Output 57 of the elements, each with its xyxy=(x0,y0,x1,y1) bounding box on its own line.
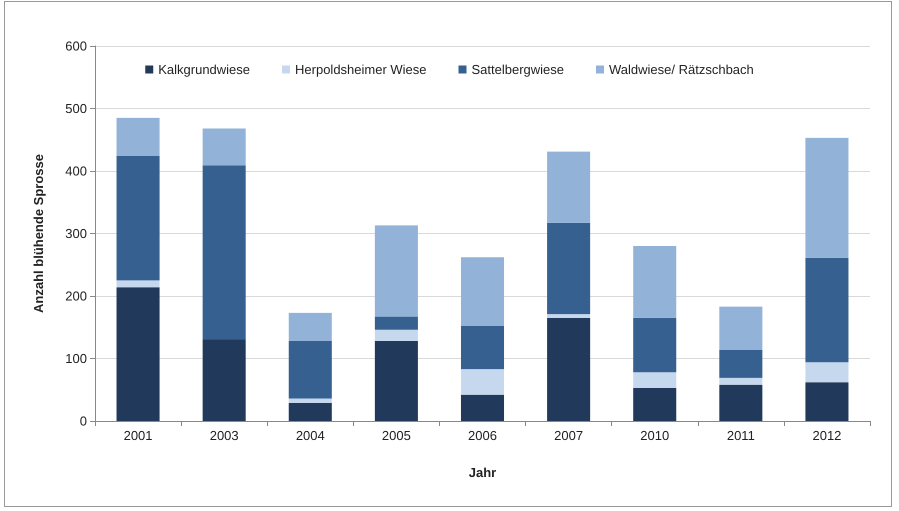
bar xyxy=(374,316,418,330)
x-tick-label: 2011 xyxy=(726,428,755,443)
legend-label: Sattelbergwiese xyxy=(472,62,564,77)
x-tick-label: 2006 xyxy=(468,428,497,443)
bar xyxy=(805,382,848,421)
bar xyxy=(633,388,676,421)
bar xyxy=(202,339,246,421)
bar xyxy=(116,118,160,156)
bar xyxy=(202,165,246,340)
bar xyxy=(547,318,590,421)
y-tick-label: 0 xyxy=(80,414,87,428)
bar xyxy=(460,369,504,395)
bar xyxy=(374,330,418,341)
bar xyxy=(547,222,590,314)
x-tick-label: 2001 xyxy=(124,428,153,443)
x-tick-label: 2003 xyxy=(210,428,239,443)
y-tick-label: 300 xyxy=(65,226,87,241)
bar xyxy=(805,258,848,362)
x-tick-label: 2005 xyxy=(382,428,411,443)
bar xyxy=(288,341,332,398)
bar xyxy=(633,246,676,318)
bar xyxy=(547,152,590,223)
bar xyxy=(116,280,160,288)
bar xyxy=(288,312,332,341)
bar xyxy=(633,318,676,372)
bar xyxy=(547,314,590,318)
bar xyxy=(460,394,504,421)
bar xyxy=(460,326,504,370)
y-axis-title: Anzahl blühende Sprosse xyxy=(31,154,46,313)
bar xyxy=(116,156,160,280)
bar xyxy=(719,350,762,378)
y-tick-label: 100 xyxy=(65,351,87,366)
y-tick-label: 500 xyxy=(65,101,87,116)
x-tick-label: 2007 xyxy=(554,428,584,443)
bar xyxy=(719,378,762,385)
x-tick-label: 2004 xyxy=(296,428,325,443)
legend-label: Waldwiese/ Rätzschbach xyxy=(609,62,754,77)
x-tick-label: 2010 xyxy=(640,428,670,443)
bar xyxy=(719,384,762,421)
y-tick-label: 600 xyxy=(65,38,87,54)
bar xyxy=(116,287,160,421)
bar xyxy=(805,362,848,382)
bar xyxy=(374,225,418,317)
bar xyxy=(288,398,332,403)
y-tick-label: 200 xyxy=(65,288,87,304)
bar xyxy=(374,341,418,421)
y-tick-label: 400 xyxy=(65,164,87,178)
bar xyxy=(633,372,676,388)
bar xyxy=(460,257,504,326)
bar xyxy=(805,138,848,258)
bar xyxy=(719,306,762,350)
x-tick-label: 2012 xyxy=(812,428,842,443)
bar xyxy=(288,402,332,421)
legend-label: Kalkgrundwiese xyxy=(158,62,250,77)
bar xyxy=(202,128,246,166)
x-axis-title: Jahr xyxy=(468,465,496,480)
legend-label: Herpoldsheimer Wiese xyxy=(295,62,427,77)
